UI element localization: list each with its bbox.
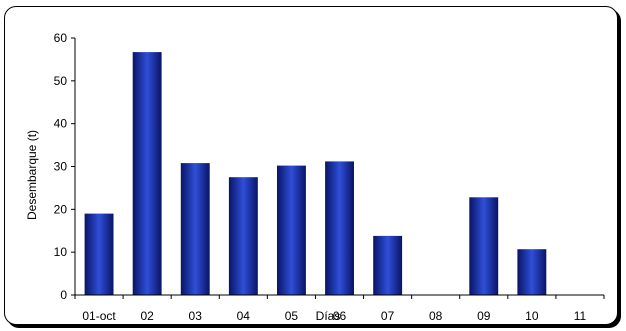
y-tick-label: 50 xyxy=(54,74,68,88)
bar-02 xyxy=(132,52,162,295)
labels-layer: Desembarque (t) Días xyxy=(25,130,340,323)
bar-05 xyxy=(277,165,306,295)
x-tick-label: 09 xyxy=(477,309,491,323)
bars-layer xyxy=(84,52,547,295)
x-tick-label: 07 xyxy=(381,309,395,323)
x-tick-label: 05 xyxy=(285,309,299,323)
bar-04 xyxy=(228,177,258,295)
y-tick-label: 60 xyxy=(54,31,68,45)
y-tick-label: 10 xyxy=(54,245,68,259)
y-tick-label: 40 xyxy=(54,117,68,131)
x-tick-label: 02 xyxy=(140,309,154,323)
x-tick-label: 04 xyxy=(237,309,251,323)
y-tick-label: 0 xyxy=(60,288,67,302)
bar-07 xyxy=(373,235,403,295)
bar-09 xyxy=(469,197,499,295)
x-tick-label: 01-oct xyxy=(82,309,116,323)
x-tick-label: 10 xyxy=(525,309,539,323)
x-tick-label: 11 xyxy=(574,309,587,323)
axes-layer: 0 10 20 30 40 50 60 01-oct 02 03 04 05 06 07 08 09 10 11 xyxy=(54,31,605,323)
x-axis-label: Días xyxy=(316,309,341,323)
y-axis-label: Desembarque (t) xyxy=(25,130,39,220)
x-tick-label: 06 xyxy=(333,309,347,323)
bar-03 xyxy=(180,163,210,295)
y-tick-label: 30 xyxy=(54,160,68,174)
bar-10 xyxy=(517,249,547,295)
bar-01-oct xyxy=(84,213,114,295)
bar-06 xyxy=(325,161,354,295)
y-tick-label: 20 xyxy=(54,202,68,216)
x-tick-label: 08 xyxy=(429,309,443,323)
x-tick-label: 03 xyxy=(189,309,203,323)
